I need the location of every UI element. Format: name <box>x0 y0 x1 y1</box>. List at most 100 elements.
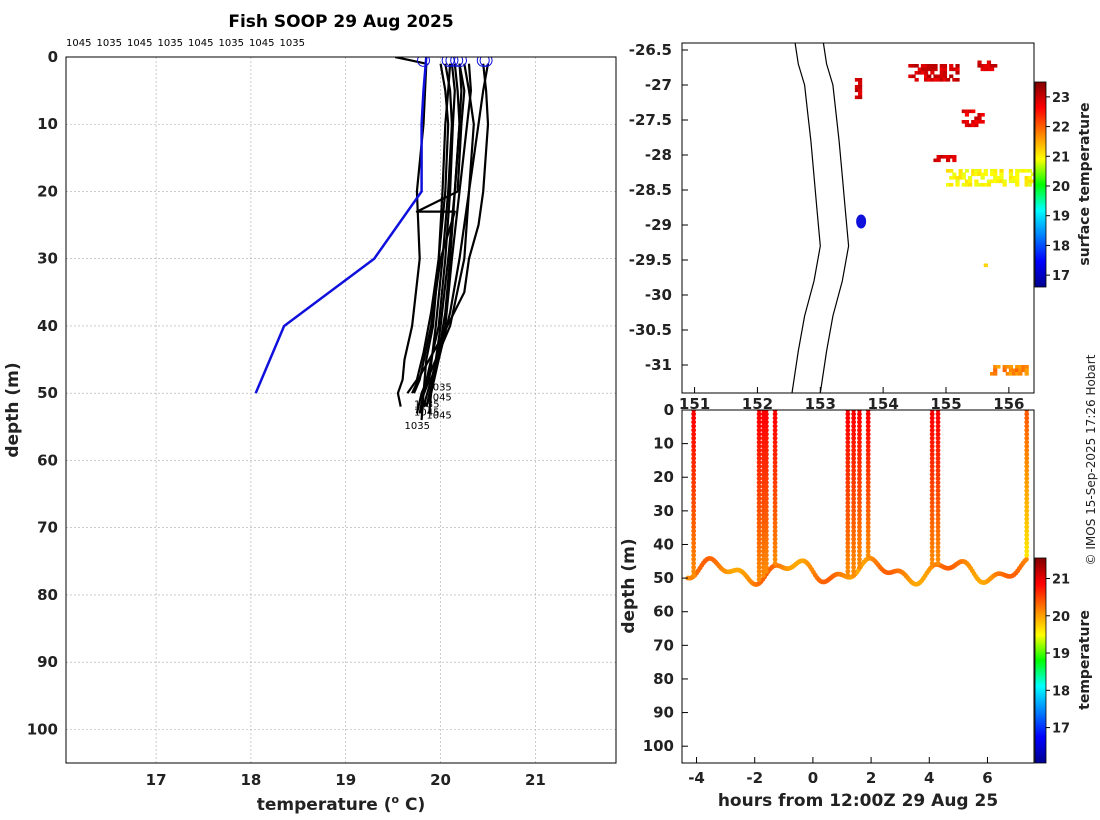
sst-cell <box>952 78 957 82</box>
sst-cell <box>955 64 960 68</box>
sst-cell <box>930 64 935 68</box>
profile-xlabel: temperature (o C) <box>257 793 426 815</box>
section-cast-point <box>691 460 697 465</box>
map-ytick-label: -28.5 <box>629 181 672 199</box>
section-cast-point <box>691 456 697 461</box>
sst-cell <box>1002 368 1007 373</box>
section-cast-point <box>929 496 935 502</box>
sst-cell <box>955 183 960 187</box>
section-cast-point <box>845 520 851 526</box>
sst-cell <box>1002 365 1007 369</box>
sst-cell <box>980 172 985 177</box>
section-cast-point <box>935 443 941 449</box>
sst-patch <box>990 365 1029 376</box>
section-cast-point <box>929 456 935 461</box>
section-cast-point <box>772 492 778 498</box>
section-cast-point <box>772 480 778 486</box>
section-cast-point <box>772 560 778 566</box>
sst-cell <box>1008 169 1014 173</box>
section-cast-point <box>1024 464 1030 469</box>
map-axes-box <box>681 42 1035 394</box>
section-cast-point <box>845 415 851 421</box>
profile-ytick-label: 100 <box>27 720 58 738</box>
sst-patch <box>977 60 998 72</box>
profile-top-label: 1035 <box>158 38 183 49</box>
section-cast-point <box>851 456 857 461</box>
section-cast-point <box>1024 488 1030 494</box>
sst-cell <box>977 169 982 173</box>
section-cast-point <box>772 423 778 429</box>
section-cast-point <box>691 464 697 469</box>
section-cast-point <box>929 411 935 417</box>
section-cast-point <box>1024 520 1030 526</box>
section-cast-point <box>761 573 766 578</box>
sst-patch <box>933 155 957 163</box>
section-cast-point <box>857 410 862 413</box>
section-cast-point <box>763 451 769 457</box>
section-cast-point <box>691 419 697 425</box>
section-ytick-label: 0 <box>664 401 674 419</box>
section-cast-point <box>865 439 871 445</box>
section-cast-point <box>763 532 769 538</box>
section-cast-point <box>935 410 941 413</box>
section-cast-point <box>1024 512 1030 518</box>
sst-cell <box>911 74 916 79</box>
section-cast-point <box>1024 468 1030 473</box>
sst-colorbar-label: surface temperature <box>1077 102 1093 265</box>
profile-ylabel: depth (m) <box>3 362 23 457</box>
section-cast-point <box>756 451 762 457</box>
section-cast-point <box>929 451 935 457</box>
sst-cell <box>1015 179 1020 184</box>
section-cast-point <box>1024 415 1030 421</box>
section-cast-point <box>857 508 862 514</box>
section-cast-point <box>845 427 851 433</box>
section-cast-point <box>851 556 857 562</box>
section-cast-point <box>763 500 769 506</box>
sst-cell <box>927 67 932 72</box>
section-cast-point <box>763 464 769 469</box>
section-cast-point <box>691 496 697 502</box>
section-cast-point <box>857 415 862 421</box>
section-cast-point <box>857 496 862 502</box>
sst-cell <box>854 95 860 100</box>
profile-xtick-label: 18 <box>240 771 261 789</box>
section-cast-point <box>851 488 857 494</box>
section-cast-point <box>865 508 871 514</box>
section-cast-point <box>845 552 851 558</box>
sst-cell <box>858 78 863 82</box>
section-cast-point <box>935 460 941 465</box>
sst-cell <box>964 123 970 128</box>
sst-cell <box>977 183 982 187</box>
section-cast-point <box>857 427 862 433</box>
section-plot-area <box>685 410 1030 587</box>
section-cast-point <box>772 410 778 413</box>
section-cast-point <box>756 480 762 486</box>
sst-cell <box>924 67 929 72</box>
section-cast-point <box>929 544 935 550</box>
sst-colorbar-tick-label: 19 <box>1052 210 1070 225</box>
section-cast-point <box>691 476 697 481</box>
section-cast-point <box>851 472 857 477</box>
temp-colorbar-tick-label: 17 <box>1052 722 1070 737</box>
section-cast-point <box>935 427 941 433</box>
section-cast-point <box>772 460 778 465</box>
section-cast-point <box>763 540 769 546</box>
section-cast-point <box>1024 508 1030 514</box>
section-cast-point <box>935 536 941 542</box>
section-cast-point <box>1024 411 1030 417</box>
section-cast-point <box>691 431 697 437</box>
sst-cell <box>1002 179 1007 184</box>
section-cast-point <box>851 476 857 481</box>
section-cast-point <box>1024 456 1030 461</box>
section-cast-point <box>756 573 762 578</box>
section-cast-point <box>929 419 935 425</box>
sst-cell <box>955 71 960 75</box>
sst-cell <box>990 172 995 177</box>
section-cast-point <box>763 476 769 481</box>
sst-cell <box>854 88 860 93</box>
section-cast-point <box>763 447 769 453</box>
sst-cell <box>1012 176 1017 180</box>
section-cast-point <box>691 492 697 498</box>
